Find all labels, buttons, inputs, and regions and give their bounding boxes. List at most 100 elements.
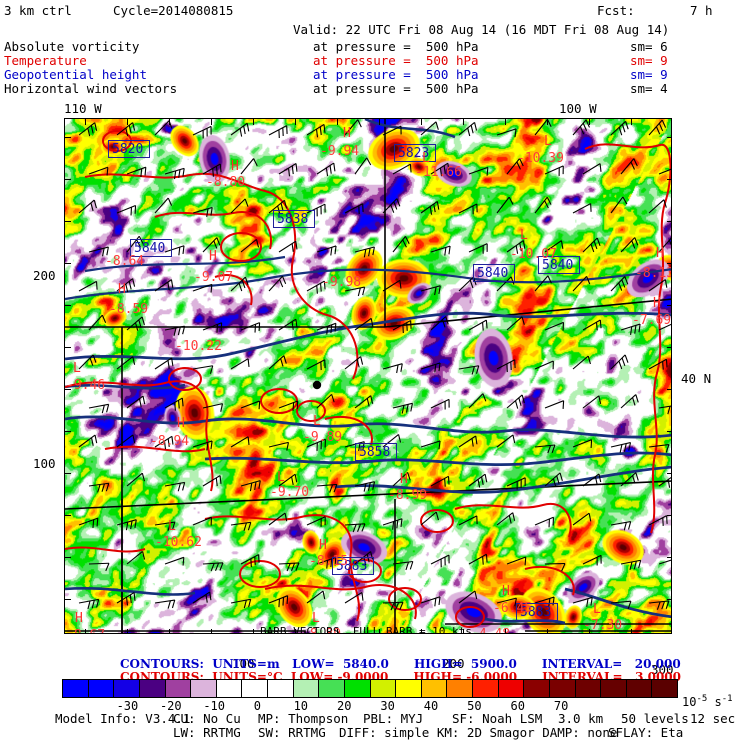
height-label-box	[108, 140, 150, 158]
contour-info-height: CONTOURS: UNITS=m LOW= 5840.0 HIGH= 5900…	[120, 657, 681, 671]
temperature-label: -10.39	[517, 151, 564, 166]
wind-barb	[306, 280, 326, 294]
wind-barb	[468, 166, 489, 176]
wind-barb	[544, 472, 563, 487]
low-center-marker: L	[544, 134, 552, 149]
wind-barb	[582, 395, 602, 409]
axis-tick	[65, 473, 71, 474]
wind-barb	[620, 158, 638, 175]
axis-tick	[505, 119, 506, 125]
wind-barb	[230, 598, 252, 609]
geopotential-height-label: 5838	[277, 212, 309, 227]
field-name-temperature: Temperature	[4, 53, 87, 68]
wind-barb	[202, 322, 223, 333]
wind-barb	[240, 158, 258, 175]
wind-barb	[572, 596, 593, 607]
wind-barb	[268, 595, 289, 608]
colorbar-tick-20: 20	[336, 699, 352, 713]
temperature-contour	[154, 211, 272, 250]
high-center-marker: H	[653, 296, 661, 311]
wind-barb	[572, 355, 591, 370]
wind-barb	[116, 205, 137, 216]
wind-barb	[468, 243, 488, 254]
wind-barb	[306, 516, 326, 527]
temperature-label: -8.64	[105, 254, 145, 269]
river	[65, 311, 671, 361]
colorbar-tick-40: 40	[423, 699, 439, 713]
height-label-box	[130, 239, 172, 257]
lat-label-right: 40 N	[681, 371, 712, 386]
colorbar-swatch-11	[344, 680, 371, 697]
wind-barb	[88, 562, 110, 572]
wind-barb	[582, 473, 602, 487]
footer-timestep: 12 sec	[690, 711, 736, 726]
river	[65, 415, 671, 439]
axis-tick	[85, 629, 86, 633]
low-center-marker: L	[277, 470, 285, 485]
wind-barb	[506, 477, 526, 490]
axis-tick	[295, 629, 296, 633]
colorbar-tick-60: 60	[510, 699, 525, 713]
river	[65, 383, 186, 390]
axis-tick	[667, 599, 671, 600]
wind-barb	[620, 237, 639, 253]
lon-label-right: 100 W	[559, 101, 597, 116]
temperature-label: -11.66	[415, 165, 462, 180]
temperature-contour-closed	[102, 130, 133, 152]
temperature-contour-closed	[420, 509, 455, 533]
wind-barb	[154, 435, 174, 450]
low-center-marker: L	[313, 414, 321, 429]
wind-barb	[192, 516, 213, 526]
wind-barb	[230, 122, 250, 137]
wind-barb	[458, 435, 478, 448]
wind-barb	[430, 475, 450, 487]
wind-barb	[468, 473, 488, 488]
footer-lw: LW: RRTMG	[173, 725, 241, 740]
wind-barb	[544, 321, 565, 331]
wind-barb	[648, 279, 668, 292]
wind-barb	[534, 516, 554, 528]
forecast-map[interactable]: 5820 5840 5838 5823 5840 5840 5858 5883 5883 -8.8…	[64, 118, 672, 634]
temperature-contour	[454, 502, 572, 538]
temperature-label: -8.13	[635, 266, 672, 281]
wind-barb	[164, 397, 184, 411]
wind-barb	[344, 119, 362, 136]
temperature-label: -7.69	[632, 313, 672, 328]
field-sm-wind: sm= 4	[630, 81, 668, 96]
lon-label-left: 110 W	[64, 101, 102, 116]
wind-barb	[430, 316, 449, 331]
wind-barb	[620, 394, 639, 409]
wind-barb	[506, 158, 524, 175]
wind-barb	[534, 196, 552, 214]
vorticity-colorbar[interactable]	[62, 679, 678, 698]
high-center-marker: H	[502, 584, 510, 599]
wind-barb	[496, 434, 516, 448]
colorbar-tick-50: 50	[467, 699, 482, 713]
field-level-temperature: at pressure = 500 hPa	[313, 53, 479, 68]
axis-tick	[253, 629, 254, 633]
wind-barb	[496, 276, 515, 292]
wind-barb	[544, 563, 566, 572]
wind-barb	[164, 325, 186, 337]
temperature-contour	[264, 584, 417, 620]
height-contour	[65, 268, 671, 301]
low-center-marker: L	[312, 611, 320, 626]
height-label-box	[538, 256, 580, 274]
wind-barb	[496, 512, 516, 526]
colorbar-tick-70: 70	[553, 699, 569, 713]
wind-barb	[382, 363, 403, 374]
axis-tick	[667, 473, 671, 474]
wind-barb	[658, 168, 671, 175]
x-tick-200: 200	[442, 656, 465, 671]
low-center-marker: L	[593, 602, 601, 617]
high-center-marker: H	[75, 611, 83, 626]
temperature-contour	[65, 546, 146, 553]
wind-barb	[230, 521, 252, 531]
temperature-contour	[324, 415, 373, 446]
height-label-box	[355, 443, 397, 461]
colorbar-tick-10: 10	[293, 699, 309, 713]
wind-barb	[610, 120, 629, 136]
wind-barb	[78, 354, 97, 370]
wind-barb	[164, 245, 185, 256]
wind-barb	[126, 472, 146, 487]
